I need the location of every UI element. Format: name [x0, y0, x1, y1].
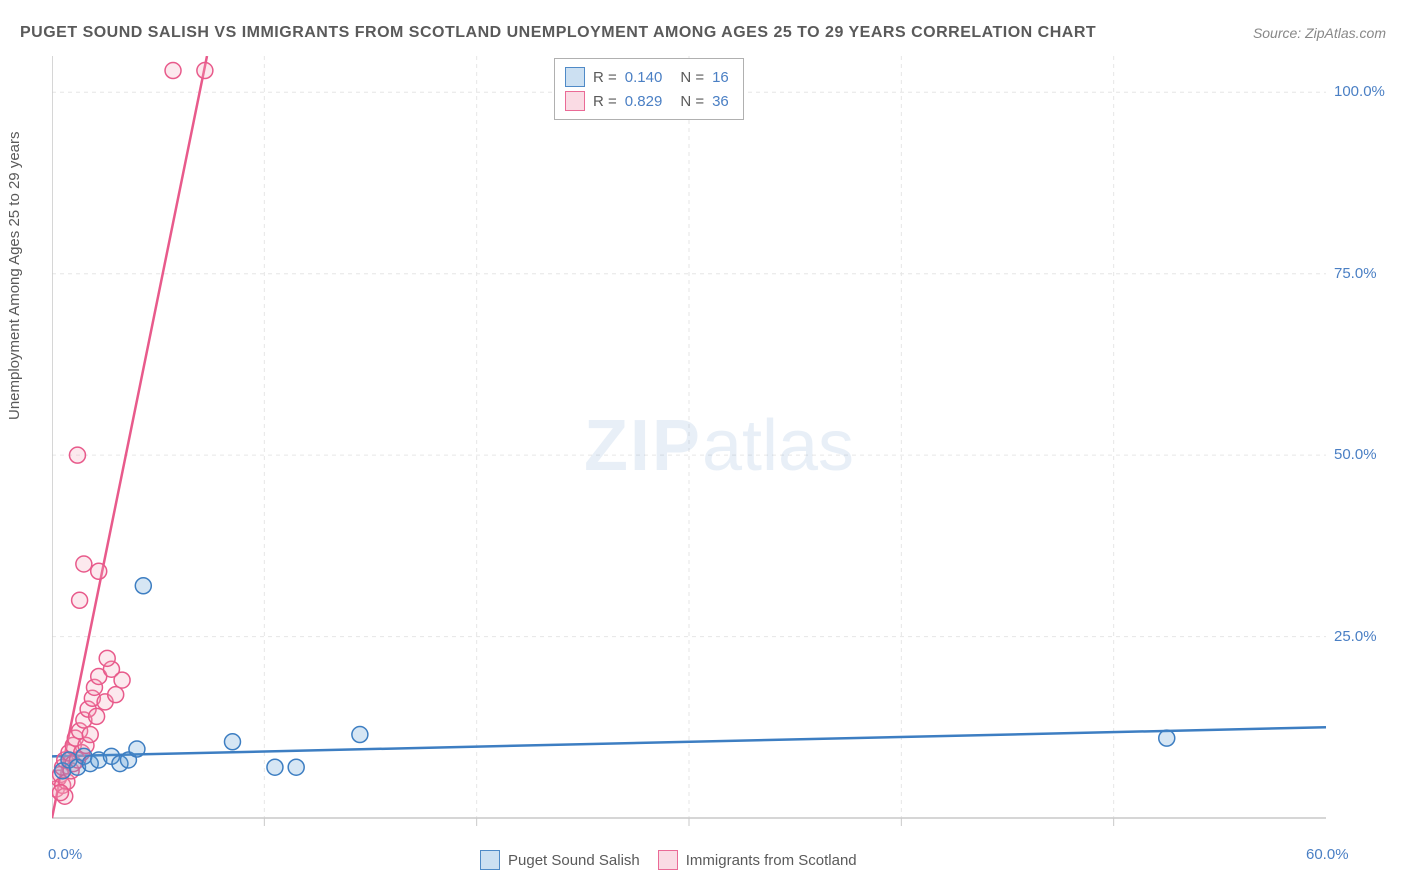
chart-source: Source: ZipAtlas.com [1253, 25, 1386, 41]
swatch-blue-icon [480, 850, 500, 870]
n-value-pink: 36 [712, 93, 729, 110]
n-label: N = [680, 93, 704, 110]
scatter-plot-svg [52, 56, 1386, 836]
chart-header: PUGET SOUND SALISH VS IMMIGRANTS FROM SC… [20, 24, 1386, 42]
r-value-blue: 0.140 [625, 69, 663, 86]
r-label: R = [593, 93, 617, 110]
legend-stats-row-blue: R = 0.140 N = 16 [565, 65, 729, 89]
chart-plot-area: ZIPatlas [52, 56, 1386, 836]
n-label: N = [680, 69, 704, 86]
n-value-blue: 16 [712, 69, 729, 86]
y-axis-label: Unemployment Among Ages 25 to 29 years [6, 131, 23, 420]
series-label-pink: Immigrants from Scotland [686, 852, 857, 869]
legend-series: Puget Sound Salish Immigrants from Scotl… [480, 850, 857, 870]
legend-stats: R = 0.140 N = 16 R = 0.829 N = 36 [554, 58, 744, 120]
y-tick-label: 100.0% [1334, 83, 1385, 100]
legend-item-pink: Immigrants from Scotland [658, 850, 857, 870]
x-tick-label: 0.0% [48, 846, 82, 863]
chart-title: PUGET SOUND SALISH VS IMMIGRANTS FROM SC… [20, 24, 1096, 42]
y-tick-label: 75.0% [1334, 265, 1377, 282]
r-label: R = [593, 69, 617, 86]
swatch-blue [565, 67, 585, 87]
r-value-pink: 0.829 [625, 93, 663, 110]
y-tick-label: 50.0% [1334, 446, 1377, 463]
y-tick-label: 25.0% [1334, 628, 1377, 645]
x-tick-label: 60.0% [1306, 846, 1349, 863]
series-label-blue: Puget Sound Salish [508, 852, 640, 869]
swatch-pink-icon [658, 850, 678, 870]
swatch-pink [565, 91, 585, 111]
legend-item-blue: Puget Sound Salish [480, 850, 640, 870]
legend-stats-row-pink: R = 0.829 N = 36 [565, 89, 729, 113]
